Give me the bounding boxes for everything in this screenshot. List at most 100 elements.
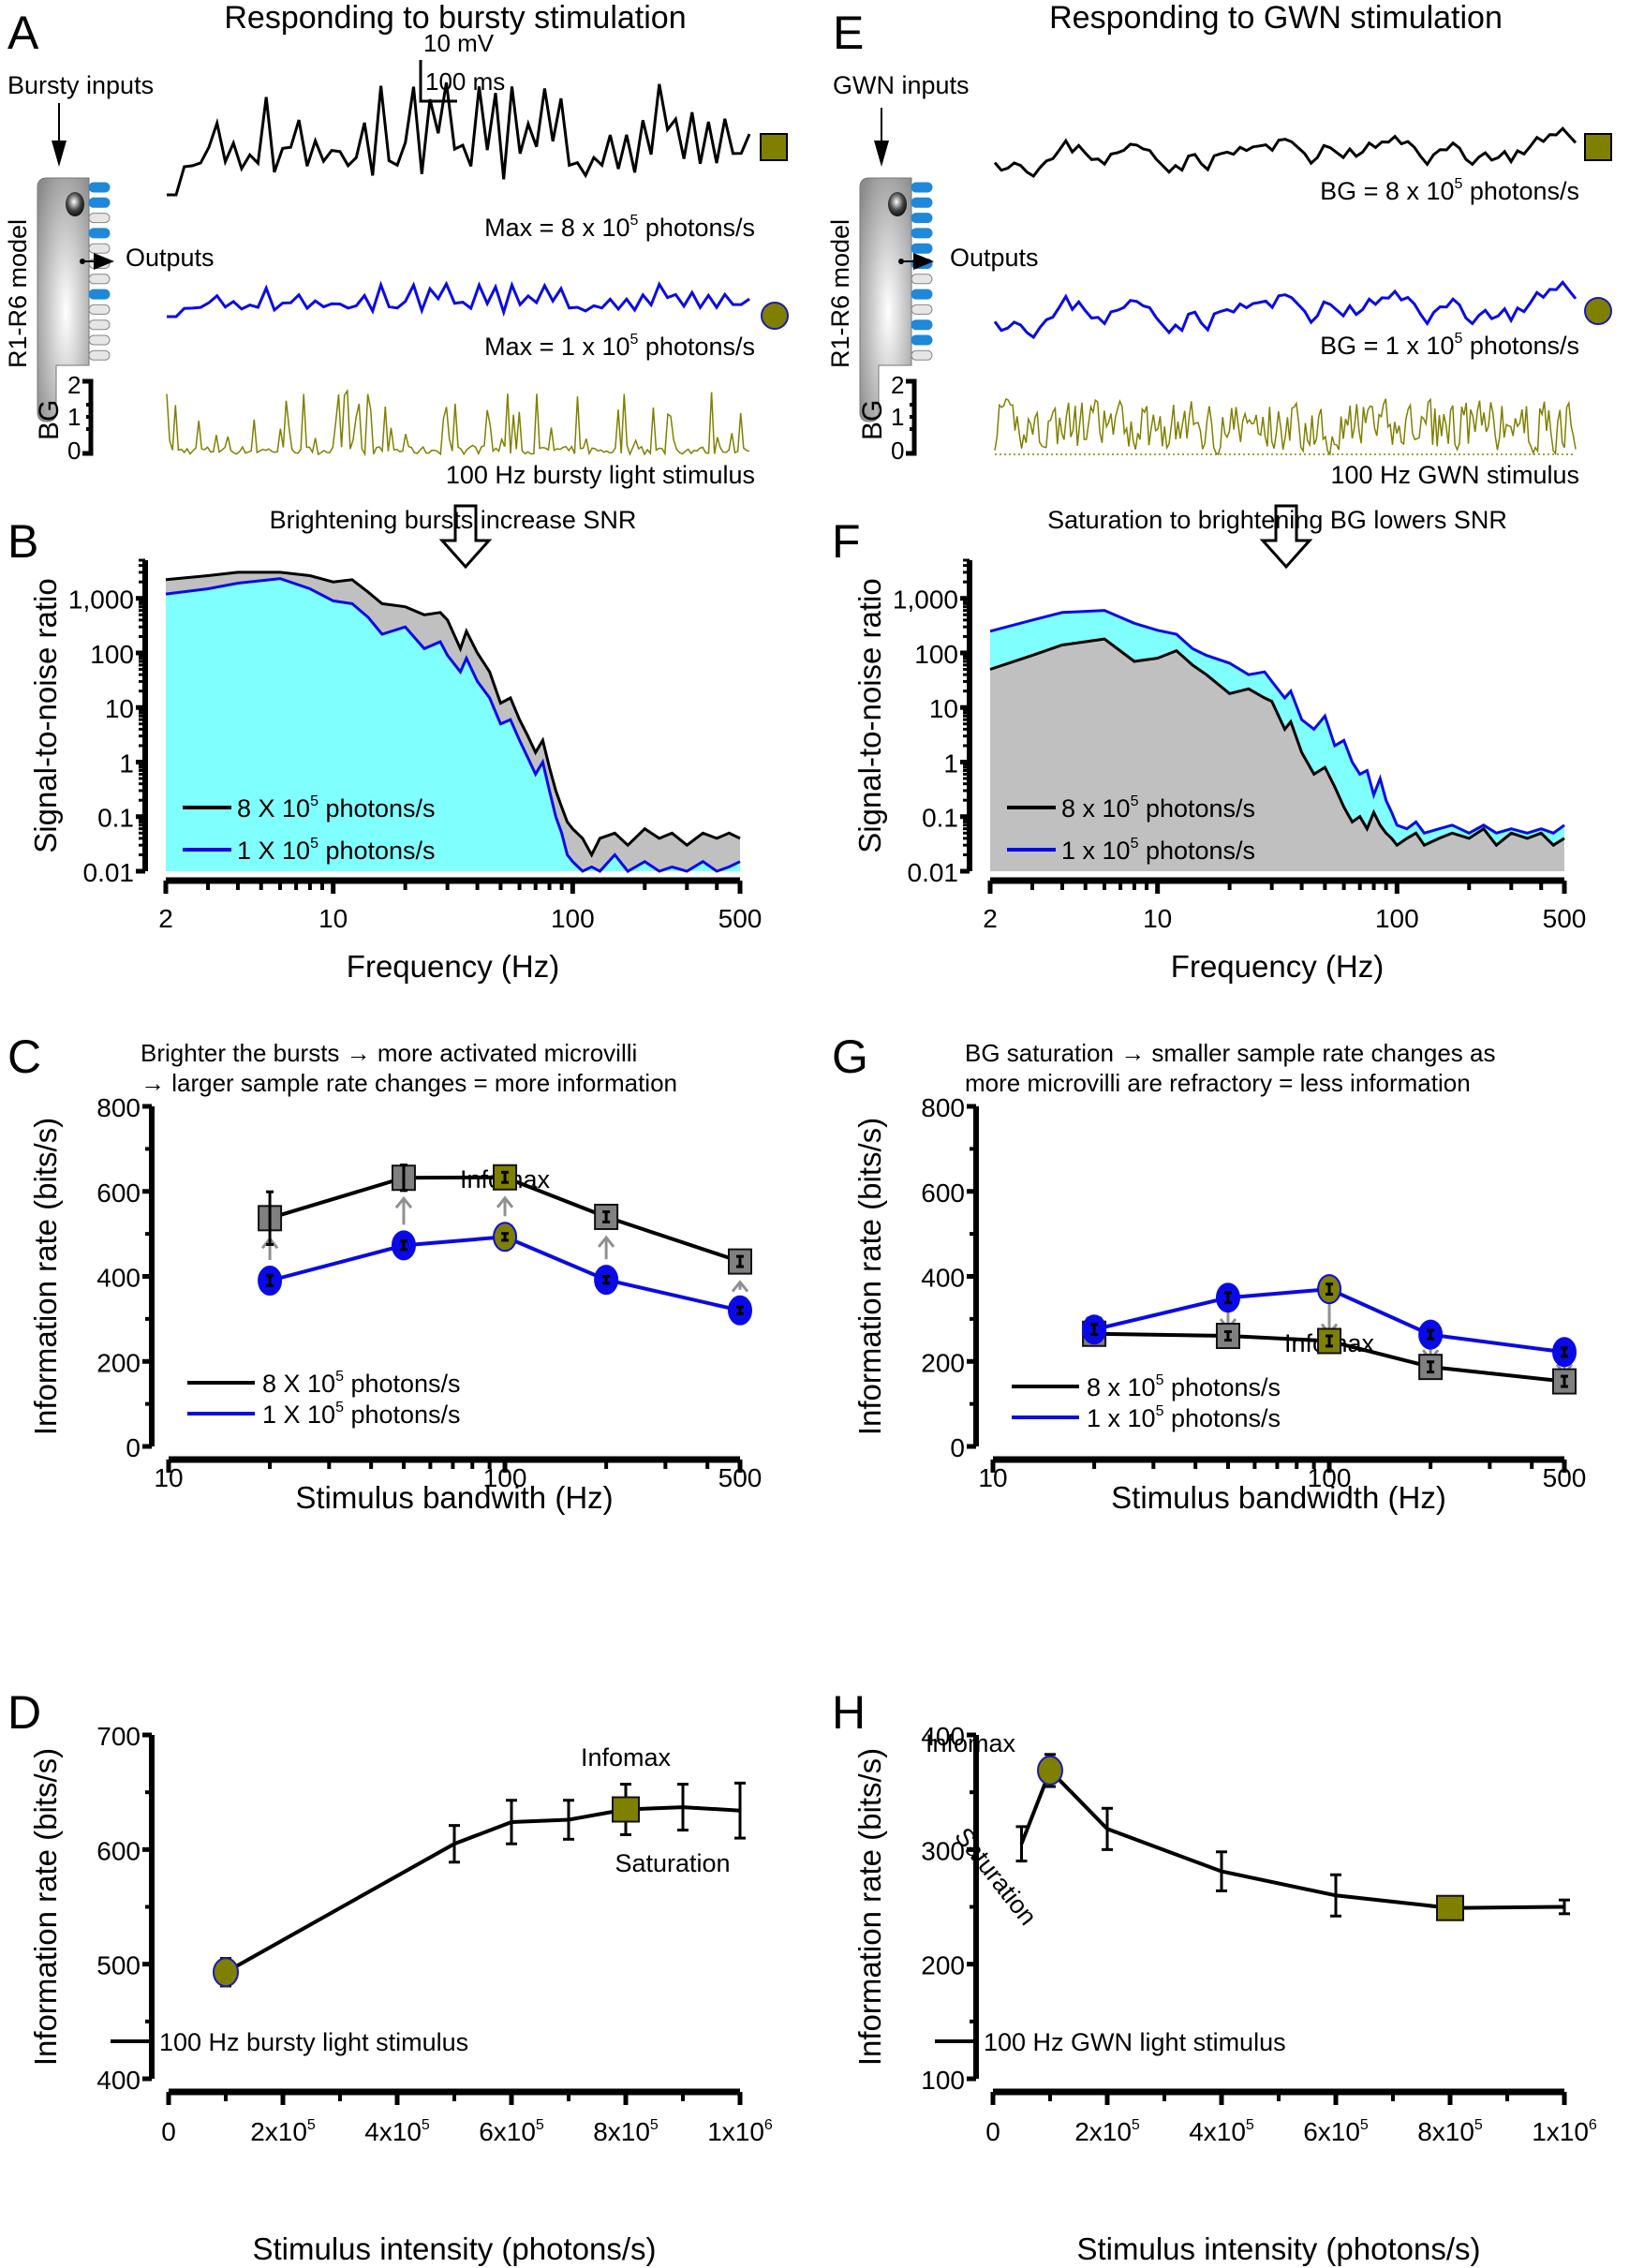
microvillus-inactive bbox=[911, 304, 933, 315]
microvillus-active bbox=[88, 289, 111, 300]
data-point-square bbox=[1418, 1354, 1444, 1381]
x-tick-label: 4x105 bbox=[1189, 2117, 1254, 2146]
x-tick-label: 2 bbox=[983, 904, 998, 933]
line-series-0 bbox=[1019, 1767, 1565, 1910]
model-label: R1-R6 model bbox=[4, 219, 32, 368]
legend-label: 1 X 105 photons/s bbox=[262, 1400, 461, 1429]
y-tick-label: 200 bbox=[96, 1348, 141, 1377]
x-tick-label: 6x105 bbox=[1303, 2117, 1369, 2146]
x-tick-label: 1x106 bbox=[707, 2117, 773, 2146]
x-tick-label: 100 bbox=[1375, 904, 1419, 933]
bg-tick-1: 1 bbox=[67, 403, 81, 431]
microvillus-active bbox=[88, 197, 111, 208]
legend-label: 1 x 105 photons/s bbox=[1061, 836, 1255, 865]
arrow-head bbox=[394, 1195, 413, 1209]
cell-body bbox=[859, 177, 912, 422]
outputs-label: Outputs bbox=[126, 244, 215, 272]
microvillus-inactive bbox=[88, 319, 111, 331]
bg-axis-label: BG bbox=[34, 400, 65, 440]
microvillus-active bbox=[911, 182, 933, 193]
line-series-1 bbox=[165, 577, 741, 873]
y-axis-label: Information rate (bits/s) bbox=[28, 1748, 63, 2066]
area-fill-series-1 bbox=[166, 578, 740, 871]
y-tick-label: 10 bbox=[105, 694, 134, 723]
y-tick-label: 400 bbox=[921, 1264, 965, 1293]
line-series-1 bbox=[989, 609, 1565, 836]
arrow-head bbox=[731, 1280, 749, 1293]
scalebar-voltage-label: 10 mV bbox=[423, 29, 495, 57]
y-axis-label: Information rate (bits/s) bbox=[28, 1118, 63, 1435]
panel-b-chart: B 1,000 100 10 1 0.1 0.01 2 10 100 500 Frequency (H… bbox=[7, 506, 762, 984]
output-arrow bbox=[80, 253, 114, 270]
y-axis-label: Information rate (bits/s) bbox=[852, 1118, 887, 1435]
x-tick-label: 500 bbox=[1543, 904, 1587, 933]
microvillus-active bbox=[88, 228, 111, 239]
microvillus-active bbox=[911, 228, 933, 239]
x-tick-label: 10 bbox=[154, 1463, 183, 1492]
panel-letter: F bbox=[832, 515, 861, 568]
y-tick-label: 0 bbox=[126, 1433, 141, 1462]
x-axis-label: Stimulus intensity (photons/s) bbox=[252, 2231, 656, 2266]
stimulus-trace bbox=[166, 388, 750, 457]
x-tick-label: 4x105 bbox=[364, 2117, 430, 2146]
inputs-label: Bursty inputs bbox=[7, 71, 154, 99]
panel-a: A Responding to bursty stimulation 10 mV… bbox=[4, 0, 789, 570]
input-arrow bbox=[52, 103, 67, 167]
y-tick-label: 400 bbox=[96, 2066, 141, 2095]
infomax-annotation: Infomax bbox=[581, 1743, 672, 1771]
bg-tick-2: 2 bbox=[891, 371, 904, 399]
legend-label: 8 X 105 photons/s bbox=[262, 1369, 461, 1398]
microvillus-inactive bbox=[88, 349, 111, 361]
outputs-label: Outputs bbox=[950, 244, 1039, 272]
arrow-head bbox=[496, 1195, 514, 1208]
x-tick-label: 10 bbox=[978, 1463, 1007, 1492]
data-point-circle bbox=[1037, 1755, 1063, 1786]
panel-h-chart: H 100 200 300 400 0 2x105 4x105 6x105 8x105 1x106 S… bbox=[832, 1686, 1597, 2266]
y-tick-label: 100 bbox=[914, 640, 958, 669]
y-tick-label: 0.01 bbox=[83, 858, 135, 887]
microvillus-inactive bbox=[88, 243, 111, 254]
y-tick-label: 800 bbox=[96, 1093, 141, 1122]
down-arrow-icon bbox=[1259, 504, 1313, 570]
trace1-label: Max = 8 x 105 photons/s bbox=[484, 213, 755, 242]
chart-subtitle-line1: Brighter the bursts → more activated mic… bbox=[141, 1039, 637, 1067]
chart-title: Brightening bursts increase SNR bbox=[270, 506, 637, 534]
circle-marker-icon bbox=[761, 302, 789, 330]
y-tick-label: 0.01 bbox=[908, 858, 959, 887]
square-marker-icon bbox=[760, 133, 788, 161]
x-axis-label: Stimulus bandwidth (Hz) bbox=[1111, 1480, 1446, 1515]
inputs-label: GWN inputs bbox=[833, 71, 970, 99]
legend-label: 100 Hz GWN light stimulus bbox=[984, 2028, 1286, 2056]
panel-letter: E bbox=[833, 7, 864, 59]
bg-tick-1: 1 bbox=[891, 403, 904, 431]
stimulus-label: 100 Hz GWN stimulus bbox=[1330, 461, 1579, 489]
panel-letter: D bbox=[7, 1686, 41, 1739]
voltage-trace-dim bbox=[167, 280, 750, 319]
nucleus-icon bbox=[888, 192, 907, 216]
line-series-0 bbox=[989, 637, 1565, 848]
y-tick-label: 400 bbox=[921, 1722, 965, 1751]
y-tick-label: 600 bbox=[921, 1178, 965, 1208]
y-tick-label: 10 bbox=[929, 694, 958, 723]
panel-letter: B bbox=[7, 515, 38, 568]
x-axis-label: Frequency (Hz) bbox=[347, 949, 559, 984]
voltage-trace-bright bbox=[167, 82, 751, 197]
voltage-trace-bright bbox=[993, 126, 1577, 178]
scalebar-time-label: 100 ms bbox=[425, 67, 505, 96]
microvillus-active bbox=[911, 243, 933, 254]
data-point-square bbox=[1436, 1894, 1464, 1921]
trace1-label: BG = 8 x 105 photons/s bbox=[1320, 176, 1579, 205]
y-tick-label: 0 bbox=[950, 1433, 965, 1462]
model-label: R1-R6 model bbox=[826, 219, 854, 368]
infomax-annotation: Infomax bbox=[926, 1729, 1016, 1757]
y-tick-label: 1 bbox=[119, 749, 134, 778]
y-tick-label: 500 bbox=[96, 1951, 141, 1980]
y-tick-label: 1,000 bbox=[68, 586, 134, 615]
trace2-label: Max = 1 x 105 photons/s bbox=[484, 332, 755, 361]
y-axis-label: Signal-to-noise ratio bbox=[852, 578, 887, 853]
x-tick-label: 2x105 bbox=[1074, 2117, 1140, 2146]
x-tick-label: 500 bbox=[718, 904, 763, 933]
data-point-square bbox=[728, 1248, 752, 1275]
nucleus-icon bbox=[66, 192, 84, 216]
